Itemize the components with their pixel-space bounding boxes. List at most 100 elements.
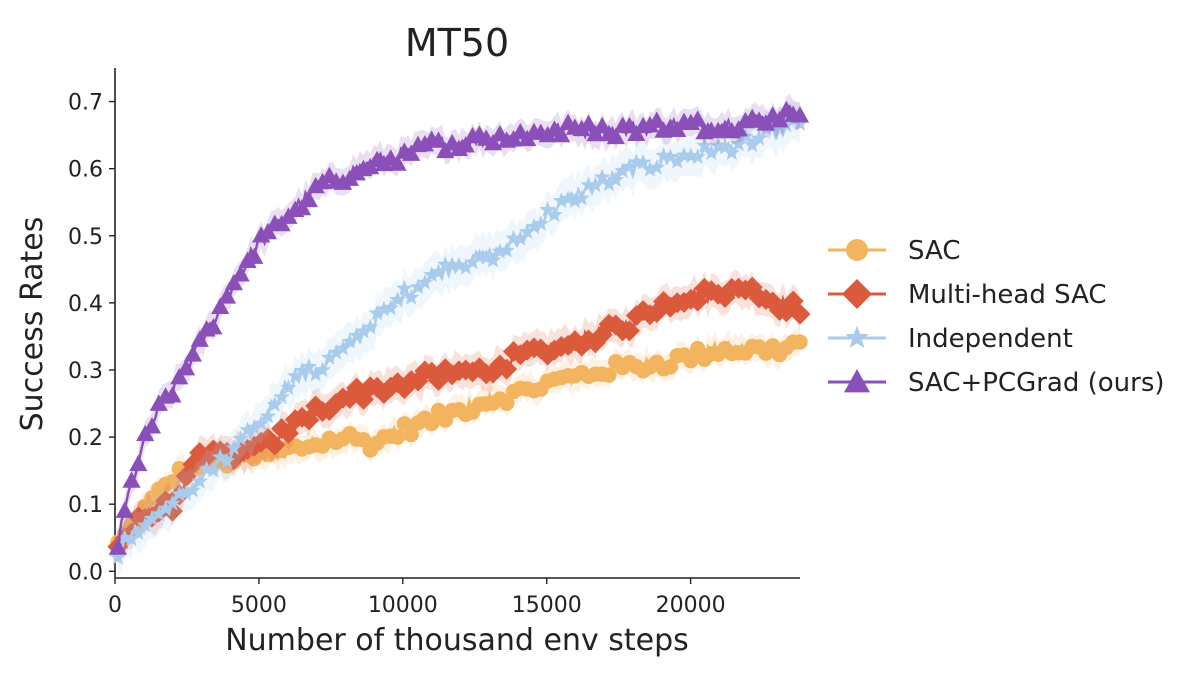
legend-item-independent: Independent [828,324,1073,354]
data-point [396,279,413,296]
data-point [634,153,652,170]
legend-label: Multi-head SAC [908,280,1107,310]
x-tick-label: 0 [108,593,122,618]
data-point [136,516,154,533]
data-point [300,358,318,374]
plot-area: 0 5000 10000 15000 20000 0.0 0.1 0.2 0.3 0.4 0.5 0.… [68,68,811,618]
series-independent [109,98,809,578]
data-point [478,249,495,265]
data-point [218,452,236,469]
series-band [117,269,800,564]
data-point [375,300,393,317]
data-point [518,223,536,239]
data-point [327,344,345,360]
data-point [115,501,134,518]
data-point [587,176,604,193]
legend-item-multi-head-sac: Multi-head SAC [828,279,1107,310]
data-point [696,136,713,153]
y-tick-label: 0.2 [68,426,103,451]
x-axis-label: Number of thousand env steps [225,623,689,658]
data-point [647,111,666,128]
data-point [791,115,809,131]
data-point [716,138,734,155]
data-point [143,510,161,526]
data-point [299,190,318,208]
data-point [532,215,549,231]
legend-marker [846,239,868,261]
legend-label: SAC+PCGrad (ours) [908,368,1165,398]
data-point [183,345,203,362]
data-point [457,259,474,275]
data-point [573,189,590,206]
data-point [157,499,174,516]
data-point [498,241,515,258]
data-point [416,274,434,290]
data-point [789,303,811,325]
data-point [368,304,386,321]
data-point [171,485,188,502]
data-point [703,144,720,160]
data-point [423,266,440,282]
data-point [539,201,556,217]
data-point [389,429,406,445]
data-point [580,176,597,193]
legend-marker [844,369,870,393]
data-point [723,144,740,160]
data-point [483,133,503,151]
data-point [211,448,229,465]
data-point [437,255,454,272]
data-point [491,243,509,259]
data-point [388,154,407,171]
data-point [123,530,140,547]
data-point [362,318,379,335]
data-point [204,318,223,335]
data-point [307,365,324,382]
data-point [273,388,290,405]
data-point [600,175,618,192]
data-point [750,129,768,146]
data-point [429,131,448,148]
data-point [456,136,475,153]
data-point [287,367,304,384]
data-point [790,106,810,123]
data-point [280,379,297,395]
data-point [601,367,617,383]
data-point [402,144,421,161]
data-point [164,474,181,490]
legend: SAC Multi-head SAC Independent SAC+PCGrad (… [828,236,1165,398]
data-point [266,396,283,412]
data-point [246,418,263,435]
data-point [130,524,147,540]
data-point [232,430,249,446]
data-point [314,361,331,378]
legend-label: SAC [908,236,960,266]
data-point [409,278,427,295]
data-point [382,299,399,316]
data-point [628,153,645,170]
data-point [341,333,359,349]
data-point [109,548,127,565]
data-point [553,192,570,208]
y-tick-label: 0.3 [68,359,103,384]
data-point [443,256,461,272]
data-point [730,135,747,152]
data-point [688,110,707,127]
data-point [641,161,659,177]
data-point [683,352,699,369]
data-point [190,330,209,347]
data-point [579,114,598,132]
data-point [618,320,640,342]
data-point [252,414,270,431]
data-point [177,484,195,501]
data-point [496,358,518,380]
data-point [224,273,243,291]
data-point [321,349,338,365]
data-point [150,505,168,522]
data-point [648,158,665,175]
y-tick-label: 0.7 [68,91,103,116]
data-point [559,190,577,206]
x-tick-label: 10000 [368,593,438,618]
data-point [164,494,181,511]
data-point [607,171,625,187]
data-point [662,359,679,375]
